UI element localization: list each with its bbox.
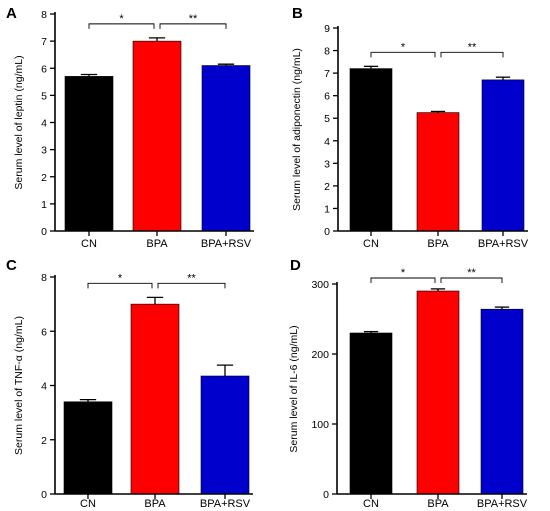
bar-bpa [132, 40, 182, 232]
y-axis-label: Serum level of TNF-α (ng/mL) [13, 316, 25, 455]
y-tick-label: 2 [324, 181, 330, 193]
y-axis-label: Serum level of IL-6 (ng/mL) [288, 325, 300, 452]
significance-bracket: * [370, 41, 436, 58]
error-bar [148, 37, 166, 42]
error-bar [495, 76, 511, 80]
category-label: CN [363, 498, 379, 510]
y-tick-label: 4 [41, 381, 47, 393]
significance-label: * [119, 13, 124, 25]
error-bar [216, 364, 234, 377]
significance-bracket: ** [157, 272, 226, 289]
bar-bpa-rsv [481, 79, 525, 232]
y-tick-label: 6 [324, 91, 330, 103]
panel-a: A 0 1 2 3 4 5 6 7 8 CN BPA BPA+RSV Serum level of lep… [6, 5, 254, 250]
panel-letter: B [292, 5, 303, 22]
error-bar [494, 306, 510, 310]
y-tick-label: 200 [311, 349, 329, 361]
significance-bracket: * [87, 272, 153, 289]
significance-label: ** [187, 272, 196, 284]
bar-bpa-rsv [200, 375, 250, 495]
bar-bpa [130, 303, 180, 495]
y-tick-label: 6 [41, 63, 47, 75]
error-bar [79, 398, 97, 402]
error-bar [146, 296, 164, 305]
y-tick-label: 8 [41, 9, 47, 21]
y-axis-label: Serum level of adiponectin (ng/mL) [291, 48, 303, 211]
y-tick-label: 1 [41, 199, 47, 211]
panel-letter: D [290, 257, 301, 274]
category-label: BPA+RSV [477, 498, 528, 510]
error-bar [363, 65, 379, 69]
category-label: BPA [427, 498, 449, 510]
y-tick-label: 8 [324, 46, 330, 58]
y-tick-label: 6 [41, 326, 47, 338]
y-tick-label: 100 [311, 419, 329, 431]
y-tick-label: 300 [311, 279, 329, 291]
y-tick-label: 7 [41, 36, 47, 48]
significance-bracket: ** [440, 267, 503, 283]
category-label: BPA+RSV [201, 238, 252, 250]
significance-bracket: ** [159, 13, 227, 29]
y-tick-label: 0 [41, 489, 47, 501]
panel-d: D 0 100 200 300 CN BPA BPA+RSV Serum level of IL… [288, 257, 528, 510]
significance-label: * [401, 41, 406, 53]
error-bar [363, 330, 379, 333]
y-tick-label: 3 [41, 145, 47, 157]
bar-cn [349, 68, 393, 232]
bar-cn [63, 401, 113, 495]
y-tick-label: 4 [324, 136, 330, 148]
y-tick-label: 8 [41, 272, 47, 284]
y-axis-label: Serum level of leptin (ng/mL) [13, 55, 25, 189]
category-label: BPA [146, 238, 168, 250]
y-tick-label: 3 [324, 158, 330, 170]
y-tick-label: 0 [324, 226, 330, 238]
category-label: CN [80, 498, 96, 510]
significance-bracket: * [88, 13, 155, 29]
significance-label: ** [468, 41, 477, 53]
error-bar [217, 63, 235, 66]
error-bar [430, 288, 446, 291]
panel-c: C 0 2 4 6 8 CN BPA BPA+RSV Serum level of TNF-α (… [6, 257, 253, 510]
significance-bracket: ** [440, 41, 504, 58]
error-bar [80, 73, 98, 77]
y-tick-label: 0 [41, 226, 47, 238]
y-tick-label: 2 [41, 172, 47, 184]
significance-bracket: * [370, 267, 436, 283]
significance-label: * [118, 272, 123, 284]
y-tick-label: 5 [324, 113, 330, 125]
panel-b: B 0 1 2 3 4 5 6 7 8 9 CN BPA BPA+RSV Serum level of ad… [291, 5, 529, 250]
y-tick-label: 2 [41, 435, 47, 447]
y-tick-label: 5 [41, 90, 47, 102]
y-tick-label: 4 [41, 118, 47, 130]
category-label: BPA+RSV [200, 498, 251, 510]
category-label: CN [81, 238, 97, 250]
category-label: BPA [427, 238, 449, 250]
significance-label: * [401, 267, 406, 279]
bar-cn [349, 332, 393, 495]
significance-label: ** [467, 267, 476, 279]
significance-label: ** [189, 13, 198, 25]
panel-letter: C [6, 257, 17, 274]
panel-letter: A [6, 5, 17, 22]
bar-bpa-rsv [201, 65, 251, 232]
bar-bpa [416, 112, 460, 232]
error-bar [430, 110, 446, 113]
bar-cn [64, 76, 114, 232]
bar-bpa-rsv [480, 308, 524, 495]
y-tick-label: 7 [324, 68, 330, 80]
y-tick-label: 1 [324, 203, 330, 215]
category-label: BPA [144, 498, 166, 510]
y-tick-label: 9 [324, 23, 330, 35]
category-label: BPA+RSV [478, 238, 529, 250]
y-tick-label: 0 [323, 489, 329, 501]
bar-bpa [416, 290, 460, 495]
category-label: CN [363, 238, 379, 250]
